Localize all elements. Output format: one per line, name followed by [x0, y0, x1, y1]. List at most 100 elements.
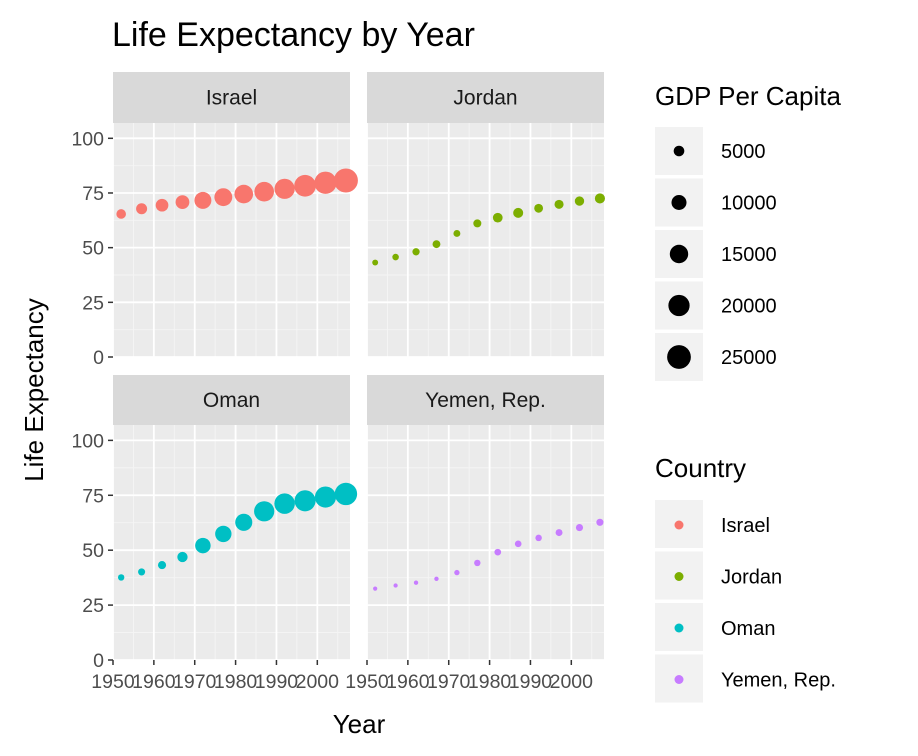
panel-background-yemen-rep [367, 425, 604, 660]
y-tick-label: 25 [82, 292, 104, 314]
data-point-israel [116, 209, 126, 219]
size-legend-label: 15000 [721, 244, 777, 266]
data-point-jordan [594, 193, 605, 204]
facet-panel-jordan: Jordan [366, 72, 605, 358]
x-tick-label: 1950 [345, 671, 389, 693]
data-point-yemen-rep [555, 529, 563, 537]
size-legend-key [667, 345, 691, 369]
facet-panels: Israel Jordan Oman Yemen, Rep. [112, 72, 605, 661]
size-legend-label: 5000 [721, 141, 766, 163]
data-point-israel [333, 168, 358, 193]
data-point-israel [234, 184, 254, 204]
x-tick-label: 1950 [91, 671, 135, 693]
data-point-oman [157, 561, 167, 570]
color-legend-key [674, 572, 684, 581]
y-tick-label: 75 [82, 183, 104, 205]
y-tick-label: 75 [82, 485, 104, 507]
size-legend-label: 20000 [721, 296, 777, 318]
data-point-oman [177, 551, 188, 563]
y-tick-label: 100 [71, 430, 104, 452]
color-legend-key [674, 520, 684, 530]
y-tick-label: 50 [82, 238, 104, 260]
data-point-israel [294, 174, 316, 197]
panel-background-jordan [367, 123, 604, 357]
color-legend-label: Yemen, Rep. [721, 670, 836, 692]
data-point-yemen-rep [596, 518, 604, 526]
x-tick-label: 1990 [509, 671, 553, 693]
facet-strip-label-jordan: Jordan [453, 87, 517, 110]
data-point-israel [314, 171, 337, 194]
y-tick-label: 0 [93, 650, 104, 672]
x-tick-label: 1980 [214, 671, 258, 693]
facet-panel-oman: Oman [112, 375, 358, 661]
color-legend-title: Country [655, 453, 746, 483]
data-point-jordan [534, 203, 544, 213]
data-point-jordan [453, 229, 461, 237]
data-point-israel [254, 181, 275, 202]
data-point-israel [214, 188, 233, 207]
y-tick-label: 0 [93, 347, 104, 369]
data-point-oman [117, 574, 125, 581]
facet-strip-label-israel: Israel [206, 87, 257, 110]
data-point-oman [254, 501, 275, 522]
data-point-oman [138, 568, 146, 576]
data-point-jordan [554, 199, 564, 209]
color-legend-label: Jordan [721, 567, 782, 589]
data-point-yemen-rep [474, 559, 481, 567]
data-point-yemen-rep [494, 548, 502, 556]
facet-strip-label-yemen-rep: Yemen, Rep. [425, 389, 546, 412]
data-point-israel [175, 195, 190, 210]
data-point-jordan [574, 196, 585, 206]
x-tick-label: 1960 [132, 671, 176, 693]
data-point-oman [274, 493, 295, 514]
x-tick-label: 1980 [468, 671, 512, 693]
data-point-oman [294, 490, 316, 512]
data-point-israel [136, 203, 148, 215]
size-legend-key [671, 194, 687, 211]
size-legend-title: GDP Per Capita [655, 81, 841, 111]
x-tick-label: 1990 [255, 671, 299, 693]
color-legend-label: Oman [721, 618, 775, 640]
color-legend: Country Israel Jordan Oman Yemen, Rep. [655, 453, 836, 703]
data-point-yemen-rep [535, 534, 542, 542]
data-point-oman [215, 525, 232, 543]
facet-strip-jordan [367, 72, 604, 123]
size-legend: GDP Per Capita 5000 10000 15000 20000 25000 [655, 81, 841, 381]
data-point-jordan [432, 240, 441, 249]
size-legend-key [673, 145, 685, 157]
data-point-jordan [473, 219, 482, 228]
color-legend-key [674, 623, 684, 633]
facet-strip-label-oman: Oman [203, 389, 260, 412]
chart-title: Life Expectancy by Year [112, 16, 475, 54]
facet-panel-yemen-rep: Yemen, Rep. [366, 375, 604, 661]
data-point-yemen-rep [413, 580, 419, 585]
data-point-oman [235, 513, 253, 531]
color-legend-label: Israel [721, 515, 770, 537]
y-axis-title: Life Expectancy [19, 298, 49, 482]
data-point-yemen-rep [575, 524, 584, 532]
facet-strip-yemen-rep [367, 375, 604, 425]
data-point-jordan [492, 212, 503, 223]
data-point-yemen-rep [393, 583, 398, 588]
y-tick-label: 50 [82, 540, 104, 562]
y-axes: 0 25 50 75 100 0 25 50 75 100 [71, 128, 113, 672]
data-point-yemen-rep [373, 586, 378, 591]
y-tick-label: 25 [82, 595, 104, 617]
size-legend-key [669, 244, 689, 264]
x-tick-label: 2000 [296, 671, 340, 693]
x-tick-label: 1960 [386, 671, 430, 693]
data-point-oman [314, 486, 337, 508]
size-legend-key [668, 294, 690, 317]
data-point-yemen-rep [434, 576, 439, 581]
data-point-jordan [412, 248, 420, 256]
panel-background-israel [113, 123, 350, 357]
panel-background-oman [113, 425, 350, 660]
x-axis-title: Year [333, 709, 386, 739]
size-legend-label: 25000 [721, 347, 777, 369]
data-point-israel [194, 191, 212, 209]
x-tick-label: 1970 [427, 671, 471, 693]
color-legend-key [674, 675, 684, 684]
x-tick-label: 1970 [173, 671, 217, 693]
